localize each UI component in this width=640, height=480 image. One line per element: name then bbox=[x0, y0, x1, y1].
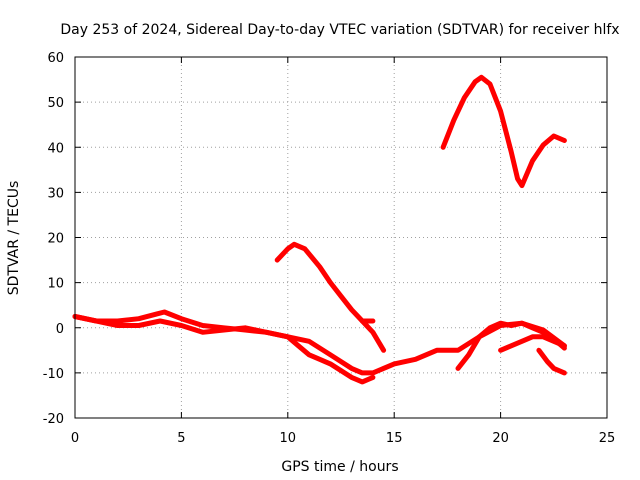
y-tick-label: -20 bbox=[43, 412, 64, 427]
series-line-arc-7 bbox=[498, 334, 567, 353]
x-tick-label: 20 bbox=[492, 431, 509, 446]
y-tick-label: 0 bbox=[56, 322, 64, 337]
x-axis-label: GPS time / hours bbox=[281, 459, 398, 475]
series-line-arc-5 bbox=[440, 74, 567, 189]
y-tick-label: -10 bbox=[43, 367, 64, 382]
series-line-arc-8 bbox=[536, 347, 567, 376]
x-tick-label: 0 bbox=[71, 431, 79, 446]
axis-ticks: 0 5 10 15 20 25 -20 -10 0 10 20 30 40 50 60 bbox=[43, 51, 616, 446]
x-tick-label: 5 bbox=[177, 431, 185, 446]
series-line-arc-2 bbox=[72, 314, 376, 385]
y-tick-label: 20 bbox=[47, 232, 64, 247]
grid-lines bbox=[75, 57, 607, 418]
chart-title: Day 253 of 2024, Sidereal Day-to-day VTE… bbox=[60, 22, 619, 38]
x-tick-label: 15 bbox=[386, 431, 403, 446]
x-tick-label: 25 bbox=[599, 431, 616, 446]
series-line-arc-3 bbox=[274, 241, 376, 324]
x-tick-label: 10 bbox=[280, 431, 297, 446]
series-line-arc-4 bbox=[359, 318, 387, 353]
plot-frame bbox=[74, 56, 608, 419]
y-axis-label: SDTVAR / TECUs bbox=[6, 181, 22, 296]
y-tick-label: 30 bbox=[47, 186, 64, 201]
y-tick-label: 50 bbox=[47, 96, 64, 111]
series-line-arc-6 bbox=[455, 320, 567, 371]
data-series bbox=[72, 74, 567, 385]
y-tick-label: 10 bbox=[47, 277, 64, 292]
y-tick-label: 40 bbox=[47, 141, 64, 156]
y-tick-label: 60 bbox=[47, 51, 64, 66]
